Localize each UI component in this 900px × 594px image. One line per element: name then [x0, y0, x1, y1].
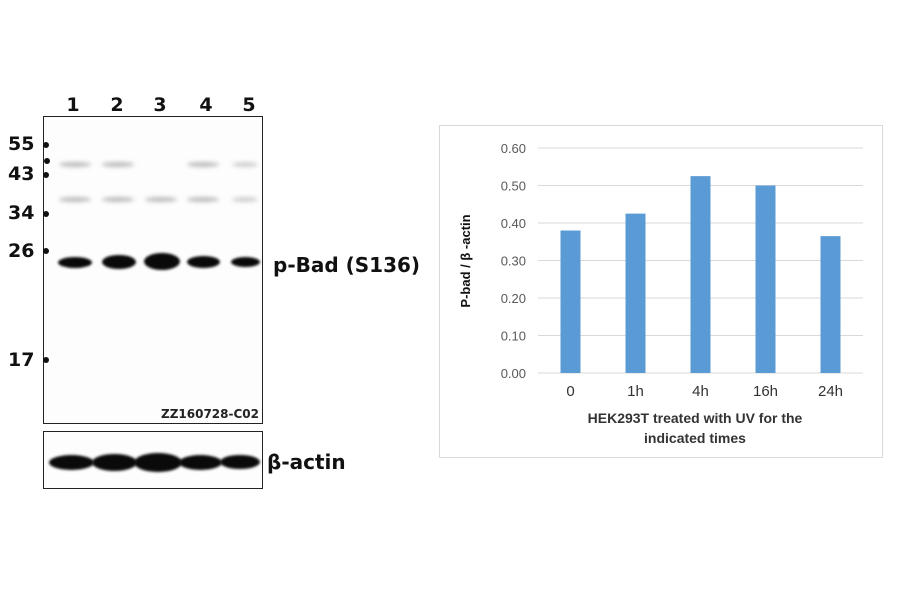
- blot-membrane-main: ZZ160728-C02: [43, 116, 263, 424]
- bar: [560, 230, 581, 373]
- marker-dot: [43, 172, 49, 178]
- actin-band: [134, 453, 182, 472]
- blot-membrane-actin: [43, 431, 263, 489]
- y-tick-label: 0.40: [501, 216, 526, 231]
- p-bad-band: [187, 256, 220, 268]
- p-bad-band: [58, 257, 92, 268]
- beta-actin-label: β-actin: [267, 450, 346, 474]
- marker-label: 34: [8, 202, 35, 224]
- marker-label: 43: [8, 163, 35, 185]
- actin-band: [49, 455, 94, 470]
- lane-label: 5: [242, 94, 256, 116]
- x-axis-label: indicated times: [644, 430, 746, 446]
- x-tick-label: 4h: [692, 383, 709, 400]
- faint-band: [59, 162, 91, 167]
- faint-band: [232, 197, 258, 202]
- bar: [820, 236, 841, 373]
- faint-band: [102, 162, 134, 167]
- faint-band: [232, 162, 258, 167]
- faint-band: [59, 197, 91, 202]
- marker-dot: [43, 211, 49, 217]
- marker-dot: [43, 142, 49, 148]
- y-tick-label: 0.20: [501, 291, 526, 306]
- y-tick-label: 0.00: [501, 366, 526, 381]
- y-axis-label: P-bad / β -actin: [458, 214, 473, 307]
- y-tick-label: 0.30: [501, 254, 526, 269]
- marker-label: 17: [8, 349, 35, 371]
- bar: [690, 176, 711, 373]
- y-tick-label: 0.50: [501, 179, 526, 194]
- p-bad-band: [231, 257, 260, 267]
- y-tick-label: 0.10: [501, 329, 526, 344]
- lane-label: 4: [199, 94, 213, 116]
- y-tick-label: 0.60: [501, 141, 526, 156]
- faint-band: [145, 197, 177, 202]
- x-tick-label: 16h: [753, 383, 778, 400]
- chart-svg: 0.00 0.10 0.20 0.30 0.40 0.50 0.60 0 1h 4h 16h 24h H…: [458, 141, 863, 446]
- x-tick-label: 24h: [818, 383, 843, 400]
- lane-label: 1: [66, 94, 80, 116]
- p-bad-band: [144, 253, 180, 270]
- actin-band: [220, 455, 260, 469]
- faint-band: [187, 162, 219, 167]
- faint-band: [102, 197, 134, 202]
- x-tick-label: 0: [566, 383, 574, 400]
- lane-label: 3: [153, 94, 167, 116]
- lane-label: 2: [110, 94, 124, 116]
- marker-dot: [43, 248, 49, 254]
- bar: [755, 185, 776, 373]
- actin-band: [179, 455, 222, 470]
- x-tick-label: 1h: [627, 383, 644, 400]
- faint-band: [187, 197, 219, 202]
- lot-code: ZZ160728-C02: [161, 407, 259, 421]
- marker-label: 26: [8, 240, 35, 262]
- x-axis-label: HEK293T treated with UV for the: [588, 410, 803, 426]
- actin-band: [92, 454, 137, 471]
- marker-dot: [43, 357, 49, 363]
- bar-chart: 0.00 0.10 0.20 0.30 0.40 0.50 0.60 0 1h 4h 16h 24h H…: [439, 125, 883, 458]
- marker-label: 55: [8, 133, 35, 155]
- marker-dot: [44, 158, 50, 164]
- bar: [625, 213, 646, 373]
- p-bad-band: [102, 255, 136, 269]
- p-bad-label: p-Bad (S136): [273, 253, 421, 277]
